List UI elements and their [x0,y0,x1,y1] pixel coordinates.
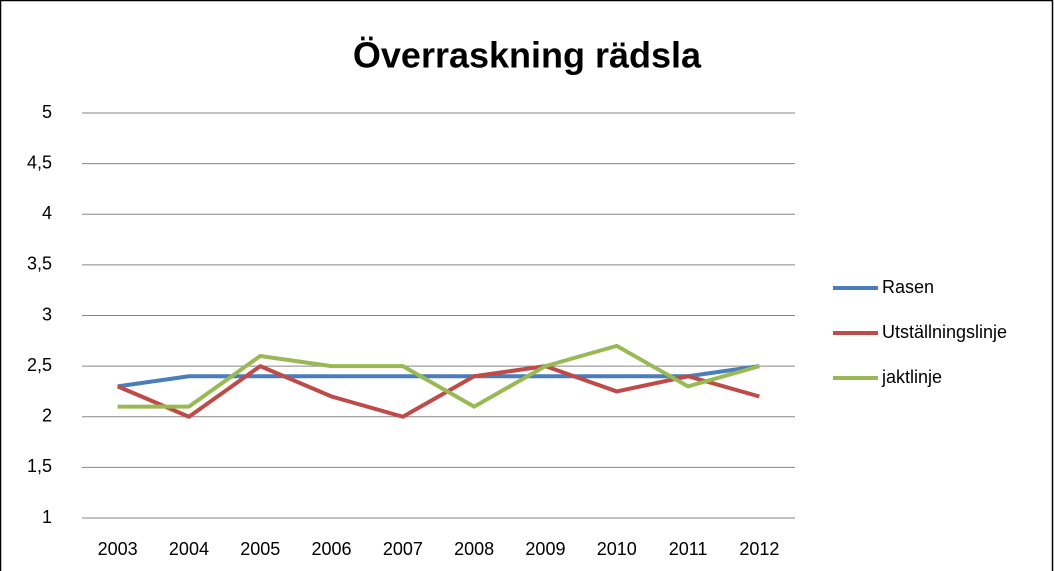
y-tick-label: 4,5 [27,152,52,172]
y-tick-label: 1,5 [27,456,52,476]
y-tick-label: 1 [42,507,52,527]
x-tick-label: 2007 [383,539,423,559]
legend-label: jaktlinje [881,367,942,387]
series-line [117,364,760,389]
x-tick-label: 2008 [454,539,494,559]
x-tick-label: 2005 [240,539,280,559]
y-tick-label: 3 [42,304,52,324]
y-tick-label: 5 [42,102,52,122]
legend-label: Rasen [882,277,934,297]
x-tick-label: 2011 [669,539,708,559]
y-tick-label: 4 [42,203,52,223]
legend-label: Utställningslinje [882,322,1007,342]
series-line [116,364,760,419]
y-tick-label: 2,5 [27,355,52,375]
x-tick-label: 2010 [597,539,637,559]
x-tick-label: 2003 [98,539,138,559]
x-tick-label: 2006 [312,539,352,559]
y-tick-label: 2 [42,406,52,426]
x-tick-label: 2012 [739,539,779,559]
y-tick-label: 3,5 [27,254,52,274]
series-line [117,343,760,409]
x-tick-label: 2004 [169,539,209,559]
x-tick-label: 2009 [525,539,565,559]
chart-title: Överraskning rädsla [353,35,702,76]
